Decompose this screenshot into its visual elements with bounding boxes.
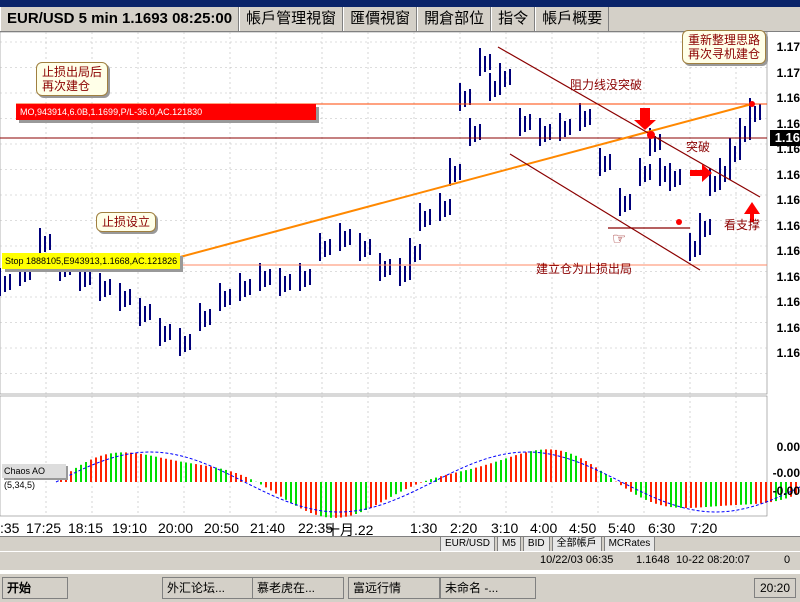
support-marker — [676, 219, 682, 225]
x-tick: 7:20 — [690, 520, 718, 536]
timeframe-button[interactable]: M5 — [497, 536, 521, 552]
x-tick: 4:00 — [530, 520, 558, 536]
status-bar: 10/22/03 06:35 1.1648 10-22 08:20:07 0 — [0, 551, 800, 570]
x-tick: 2:20 — [450, 520, 478, 536]
ao-tick: -0.00 — [772, 484, 800, 498]
tab-chart[interactable]: EUR/USD 5 min 1.1693 08:25:00 — [0, 7, 240, 31]
x-tick: 5:40 — [608, 520, 636, 536]
tab-account-summary[interactable]: 帳戶概要 — [535, 7, 610, 31]
down-arrow-icon — [634, 108, 656, 130]
callout-reorganize: 重新整理思路 再次寻机建仓 — [682, 30, 767, 64]
x-tick: 十月.22 — [326, 522, 374, 538]
status-right-time: 10-22 08:20:07 — [676, 554, 751, 566]
y-tick: 1.16 — [776, 116, 800, 131]
chart-area[interactable]: ☞ — [0, 32, 800, 545]
up-arrow-icon — [744, 202, 760, 222]
chart-toolbar: EUR/USD M5 BID 全部帳戶 MCRates — [440, 536, 657, 552]
window-title-bar — [0, 0, 800, 7]
annot-support: 看支撑 — [724, 218, 761, 232]
ao-tick: 0.00 — [776, 440, 800, 454]
status-date-time: 10/22/03 06:35 — [540, 554, 614, 566]
taskbar-item[interactable]: 未命名 -... — [440, 577, 536, 599]
callout-set-stop: 止损设立 — [96, 212, 157, 232]
taskbar-item[interactable]: 富远行情 — [348, 577, 440, 599]
stop-order-label[interactable]: Stop 1888105,E943913,1.1668,AC.121826 — [2, 253, 180, 269]
market-order-label[interactable]: MO,943914,6.0B,1.1699,P/L-36.0,AC.121830 — [16, 104, 316, 120]
status-right-value: 0 — [784, 554, 791, 566]
all-accounts-button[interactable]: 全部帳戶 — [551, 536, 602, 552]
symbol-button[interactable]: EUR/USD — [440, 536, 496, 552]
y-tick: 1.16 — [776, 167, 800, 182]
x-tick: 22:35 — [298, 520, 334, 536]
bid-button[interactable]: BID — [522, 536, 550, 552]
x-tick: 1:30 — [410, 520, 438, 536]
channel-line-lower — [509, 153, 701, 271]
y-tick: 1.16 — [776, 218, 800, 233]
tab-bar: EUR/USD 5 min 1.1693 08:25:00 帳戶管理視窗 匯價視… — [0, 7, 800, 32]
y-tick: 1.16 — [776, 269, 800, 284]
y-tick: 1.16 — [776, 295, 800, 309]
order-marker — [749, 101, 755, 107]
taskbar-clock: 20:20 — [754, 578, 796, 598]
mcrates-button[interactable]: MCRates — [603, 536, 656, 552]
annot-stopped-out: 建立仓为止损出局 — [536, 262, 633, 276]
y-tick: 1.16 — [776, 320, 800, 335]
tab-rates[interactable]: 匯價視窗 — [343, 7, 418, 31]
start-button[interactable]: 开始 — [2, 577, 68, 599]
taskbar-item[interactable]: 慕老虎在... — [252, 577, 344, 599]
x-tick: 20:50 — [204, 520, 240, 536]
y-tick: 1.16 — [776, 193, 800, 207]
x-tick: 21:40 — [250, 520, 286, 536]
x-tick: 17:25 — [26, 520, 62, 536]
hand-pointer-icon: ☞ — [612, 231, 626, 248]
annot-resistance-break: 阻力线没突破 — [570, 78, 643, 92]
status-price: 1.1648 — [636, 554, 670, 566]
y-tick: 1.16 — [776, 244, 800, 258]
break-marker — [647, 131, 655, 139]
x-tick: 3:10 — [491, 520, 519, 536]
taskbar-item[interactable]: 外汇论坛... — [162, 577, 254, 599]
y-tick: 1.17 — [776, 65, 800, 80]
tab-open-positions[interactable]: 開倉部位 — [417, 7, 492, 31]
y-tick: 1.16 — [776, 91, 800, 105]
x-tick: :35 — [0, 520, 20, 536]
y-tick: 1.17 — [776, 40, 800, 54]
x-tick: 4:50 — [569, 520, 597, 536]
current-price-tag: 1.16 — [770, 130, 800, 146]
x-tick: 18:15 — [68, 520, 104, 536]
y-tick: 1.16 — [776, 346, 800, 360]
trend-line — [179, 103, 753, 258]
tab-orders[interactable]: 指令 — [491, 7, 536, 31]
chaos-ao-label: Chaos AO (5,34,5) — [2, 464, 66, 490]
x-axis: :35 17:25 18:15 19:10 20:00 20:50 21:40 … — [0, 518, 770, 538]
ao-signal-line — [55, 451, 800, 513]
x-tick: 6:30 — [648, 520, 676, 536]
channel-line-upper — [497, 46, 761, 198]
price-chart-svg[interactable]: ☞ — [0, 32, 800, 545]
taskbar: 开始 外汇论坛... 慕老虎在... 富远行情 未命名 -... 20:20 — [0, 572, 800, 602]
tab-account-management[interactable]: 帳戶管理視窗 — [239, 7, 344, 31]
x-tick: 20:00 — [158, 520, 194, 536]
horizontal-scrollbar[interactable] — [0, 536, 800, 551]
right-arrow-icon — [690, 164, 712, 182]
callout-stoploss-reenter: 止损出局后 再次建仓 — [36, 62, 109, 96]
ao-tick: -0.00 — [772, 466, 800, 480]
x-tick: 19:10 — [112, 520, 148, 536]
annot-breakthrough: 突破 — [686, 140, 711, 154]
